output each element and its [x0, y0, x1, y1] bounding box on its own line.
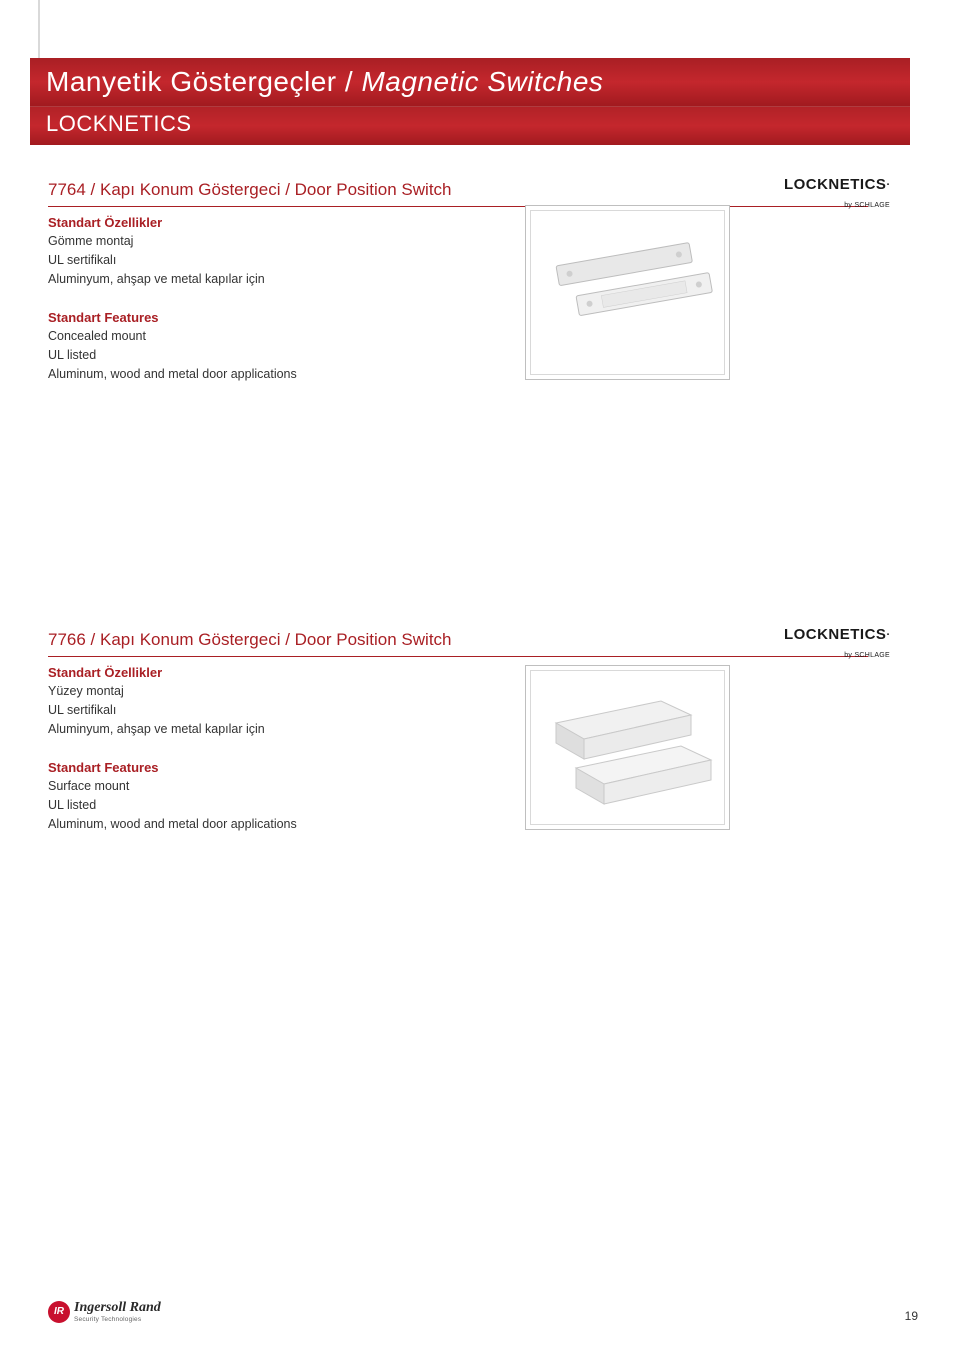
product-title: 7766 / Kapı Konum Göstergeci / Door Posi…	[48, 630, 910, 650]
spec-en-line: Concealed mount	[48, 327, 910, 346]
ir-tag: Security Technologies	[74, 1316, 161, 1323]
product-block: LOCKNETICS. by SCHLAGE 7764 / Kapı Konum…	[48, 180, 910, 490]
product-title-tr: / Kapı Konum Göstergeci /	[86, 180, 295, 199]
spec-en-line: Surface mount	[48, 777, 910, 796]
product-image-inner	[530, 670, 725, 825]
title-bar: Manyetik Göstergeçler / Magnetic Switche…	[30, 58, 910, 106]
spec-en-heading: Standart Features	[48, 310, 910, 325]
spec-en-line: Aluminum, wood and metal door applicatio…	[48, 365, 910, 384]
product-image-surface	[525, 665, 730, 830]
spec-tr-line: Aluminyum, ahşap ve metal kapılar için	[48, 270, 910, 289]
subtitle-bar: LOCKNETICS	[30, 106, 910, 145]
concealed-switch-svg	[531, 211, 725, 375]
product-divider	[48, 656, 868, 657]
footer-logo: IR Ingersoll Rand Security Technologies	[48, 1300, 161, 1323]
product-title-en: Door Position Switch	[295, 180, 452, 199]
content-area: LOCKNETICS. by SCHLAGE 7764 / Kapı Konum…	[48, 180, 910, 1050]
spec-tr-block: Standart Özellikler Yüzey montaj UL sert…	[48, 665, 910, 738]
product-image-inner	[530, 210, 725, 375]
spec-tr-heading: Standart Özellikler	[48, 665, 910, 680]
spec-tr-heading: Standart Özellikler	[48, 215, 910, 230]
spec-tr-line: Gömme montaj	[48, 232, 910, 251]
spec-tr-line: Aluminyum, ahşap ve metal kapılar için	[48, 720, 910, 739]
product-block: LOCKNETICS. by SCHLAGE 7766 / Kapı Konum…	[48, 630, 910, 910]
product-title-en: Door Position Switch	[295, 630, 452, 649]
spec-en-block: Standart Features Concealed mount UL lis…	[48, 310, 910, 383]
title-en: Magnetic Switches	[361, 66, 603, 97]
brand-dot: .	[886, 626, 890, 638]
brand-locknetics: LOCKNETICS	[784, 626, 887, 643]
page-footer: IR Ingersoll Rand Security Technologies …	[48, 1300, 918, 1323]
brand-logo: LOCKNETICS. by SCHLAGE	[784, 176, 890, 212]
product-title-tr: / Kapı Konum Göstergeci /	[86, 630, 295, 649]
spec-en-line: UL listed	[48, 796, 910, 815]
brand-locknetics: LOCKNETICS	[784, 176, 887, 193]
ir-name: Ingersoll Rand	[74, 1300, 161, 1316]
spec-tr-line: Yüzey montaj	[48, 682, 910, 701]
product-code: 7766	[48, 630, 86, 649]
ir-logo-icon: IR	[48, 1301, 70, 1323]
spec-tr-line: UL sertifikalı	[48, 701, 910, 720]
header-tick	[38, 0, 40, 58]
spec-en-block: Standart Features Surface mount UL liste…	[48, 760, 910, 833]
spec-en-line: Aluminum, wood and metal door applicatio…	[48, 815, 910, 834]
page-header: Manyetik Göstergeçler / Magnetic Switche…	[30, 58, 910, 145]
spec-tr-line: UL sertifikalı	[48, 251, 910, 270]
spec-en-heading: Standart Features	[48, 760, 910, 775]
brand-byline: by SCHLAGE	[844, 652, 890, 659]
page-number: 19	[905, 1309, 918, 1323]
product-divider	[48, 206, 868, 207]
spec-en-line: UL listed	[48, 346, 910, 365]
product-title: 7764 / Kapı Konum Göstergeci / Door Posi…	[48, 180, 910, 200]
surface-switch-svg	[531, 671, 725, 825]
spec-tr-block: Standart Özellikler Gömme montaj UL sert…	[48, 215, 910, 288]
title-tr: Manyetik Göstergeçler /	[46, 66, 361, 97]
brand-logo: LOCKNETICS. by SCHLAGE	[784, 626, 890, 662]
product-image-concealed	[525, 205, 730, 380]
product-code: 7764	[48, 180, 86, 199]
ir-logo-text: Ingersoll Rand Security Technologies	[74, 1300, 161, 1323]
brand-byline: by SCHLAGE	[844, 202, 890, 209]
ir-initials: IR	[54, 1306, 64, 1317]
brand-dot: .	[886, 176, 890, 188]
subtitle-text: LOCKNETICS	[46, 111, 192, 136]
